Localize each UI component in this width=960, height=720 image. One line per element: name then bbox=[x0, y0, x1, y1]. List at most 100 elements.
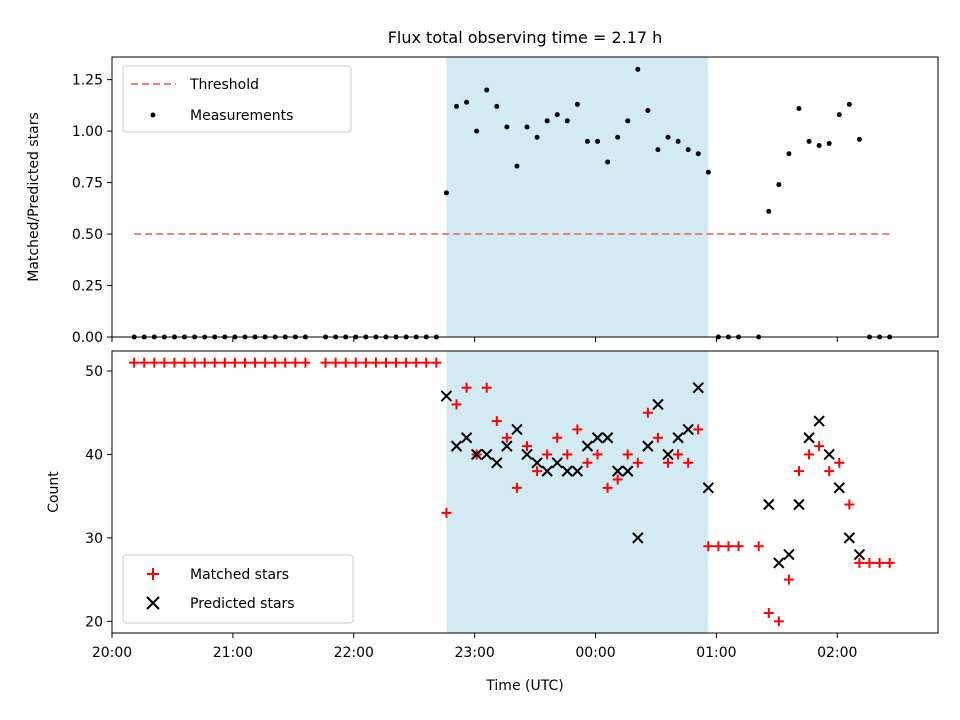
matched-star-point bbox=[149, 357, 160, 368]
bottom-plot-frame bbox=[111, 350, 939, 634]
bottom-y-tick-label: 20 bbox=[85, 614, 103, 630]
x-tick-label: 02:00 bbox=[817, 645, 857, 661]
predicted-star-point bbox=[450, 440, 463, 452]
measurement-point bbox=[816, 143, 822, 149]
measurement-point bbox=[846, 101, 852, 107]
measurement-point bbox=[454, 103, 460, 109]
measurement-point bbox=[494, 103, 500, 109]
top-y-tick-label: 1.25 bbox=[72, 73, 103, 89]
predicted-star-point bbox=[622, 465, 634, 477]
measurement-point bbox=[705, 169, 711, 175]
predicted-star-point bbox=[662, 448, 674, 461]
matched-star-point bbox=[189, 357, 200, 368]
matched-star-point bbox=[129, 357, 140, 368]
matched-star-point bbox=[622, 449, 633, 460]
predicted-star-point bbox=[632, 532, 644, 544]
measurement-point bbox=[625, 118, 631, 124]
matched-star-point bbox=[783, 574, 794, 585]
measurement-point bbox=[564, 118, 570, 124]
predicted-star-point bbox=[501, 440, 513, 452]
predicted-star-point bbox=[591, 432, 604, 444]
measurement-point bbox=[484, 87, 490, 93]
matched-star-point bbox=[330, 357, 341, 368]
measurement-point bbox=[443, 190, 449, 196]
predicted-star-point bbox=[672, 432, 684, 444]
legend-predicted-label: Predicted stars bbox=[190, 596, 295, 612]
measurement-point bbox=[544, 118, 550, 124]
matched-star-point bbox=[723, 541, 734, 552]
observing-window-span bbox=[446, 57, 709, 337]
matched-star-point bbox=[159, 357, 170, 368]
matched-star-point bbox=[703, 541, 714, 552]
matched-star-point bbox=[592, 449, 603, 460]
matched-star-point bbox=[421, 357, 432, 368]
matched-star-point bbox=[602, 482, 613, 493]
top-y-axis-label: Matched/Predicted stars bbox=[26, 112, 42, 282]
top-y-tick-label: 0.50 bbox=[72, 227, 103, 243]
predicted-star-point bbox=[440, 390, 453, 402]
measurement-point bbox=[524, 124, 530, 130]
matched-star-point bbox=[290, 357, 301, 368]
measurement-point bbox=[574, 101, 580, 107]
matched-star-point bbox=[481, 382, 492, 393]
predicted-star-point bbox=[551, 457, 563, 469]
observing-window-span bbox=[446, 351, 709, 633]
measurement-point bbox=[836, 112, 842, 118]
matched-legend-swatch bbox=[147, 568, 159, 580]
predicted-star-point bbox=[692, 382, 704, 394]
matched-star-point bbox=[441, 507, 452, 518]
matched-star-point bbox=[612, 474, 623, 485]
measurement-point bbox=[514, 163, 520, 169]
predicted-star-point bbox=[611, 465, 624, 477]
x-axis-label: Time (UTC) bbox=[485, 678, 563, 694]
bottom-y-tick-label: 50 bbox=[85, 364, 103, 380]
matched-star-point bbox=[451, 399, 462, 410]
predicted-star-point bbox=[843, 532, 856, 544]
measurement-point bbox=[584, 138, 590, 144]
matched-star-point bbox=[572, 424, 583, 435]
matched-star-point bbox=[824, 466, 835, 477]
measurements-legend-swatch bbox=[150, 112, 156, 118]
bottom-legend: Matched stars Predicted stars bbox=[122, 554, 354, 624]
matched-star-point bbox=[169, 357, 180, 368]
predicted-star-point bbox=[581, 440, 594, 452]
predicted-star-point bbox=[833, 482, 845, 494]
x-tick-label: 21:00 bbox=[213, 645, 253, 661]
predicted-star-point bbox=[561, 465, 574, 477]
matched-star-point bbox=[179, 357, 190, 368]
measurement-point bbox=[675, 138, 681, 144]
measurement-point bbox=[504, 124, 510, 130]
matched-star-point bbox=[250, 357, 261, 368]
matched-star-point bbox=[491, 416, 502, 427]
legend-matched-label: Matched stars bbox=[190, 567, 289, 583]
measurement-point bbox=[615, 134, 621, 140]
bottom-y-tick-label: 40 bbox=[85, 447, 103, 463]
matched-star-point bbox=[501, 432, 512, 443]
measurement-point bbox=[554, 112, 560, 118]
matched-star-point bbox=[663, 457, 674, 468]
predicted-star-point bbox=[521, 448, 533, 461]
matched-star-point bbox=[683, 457, 694, 468]
matched-star-point bbox=[532, 466, 543, 477]
predicted-star-point bbox=[813, 415, 825, 427]
measurement-point bbox=[695, 151, 701, 157]
predicted-star-point bbox=[763, 498, 775, 511]
top-y-tick-label: 0.25 bbox=[72, 279, 103, 295]
matched-star-point bbox=[209, 357, 220, 368]
measurement-point bbox=[655, 147, 661, 153]
measurement-point bbox=[766, 208, 772, 214]
predicted-star-point bbox=[803, 432, 815, 444]
x-tick-label: 23:00 bbox=[454, 645, 494, 661]
x-tick-label: 01:00 bbox=[696, 645, 736, 661]
measurement-point bbox=[595, 138, 601, 144]
legend-threshold-label: Threshold bbox=[189, 77, 259, 93]
matched-star-point bbox=[391, 357, 402, 368]
matched-star-point bbox=[340, 357, 351, 368]
matched-star-point bbox=[380, 357, 391, 368]
matched-star-point bbox=[411, 357, 422, 368]
predicted-star-point bbox=[491, 457, 503, 469]
matched-star-point bbox=[239, 357, 250, 368]
matched-star-point bbox=[793, 466, 804, 477]
measurement-point bbox=[474, 128, 480, 134]
